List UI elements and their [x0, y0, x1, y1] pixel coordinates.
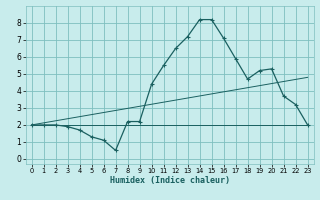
X-axis label: Humidex (Indice chaleur): Humidex (Indice chaleur) [109, 176, 230, 185]
